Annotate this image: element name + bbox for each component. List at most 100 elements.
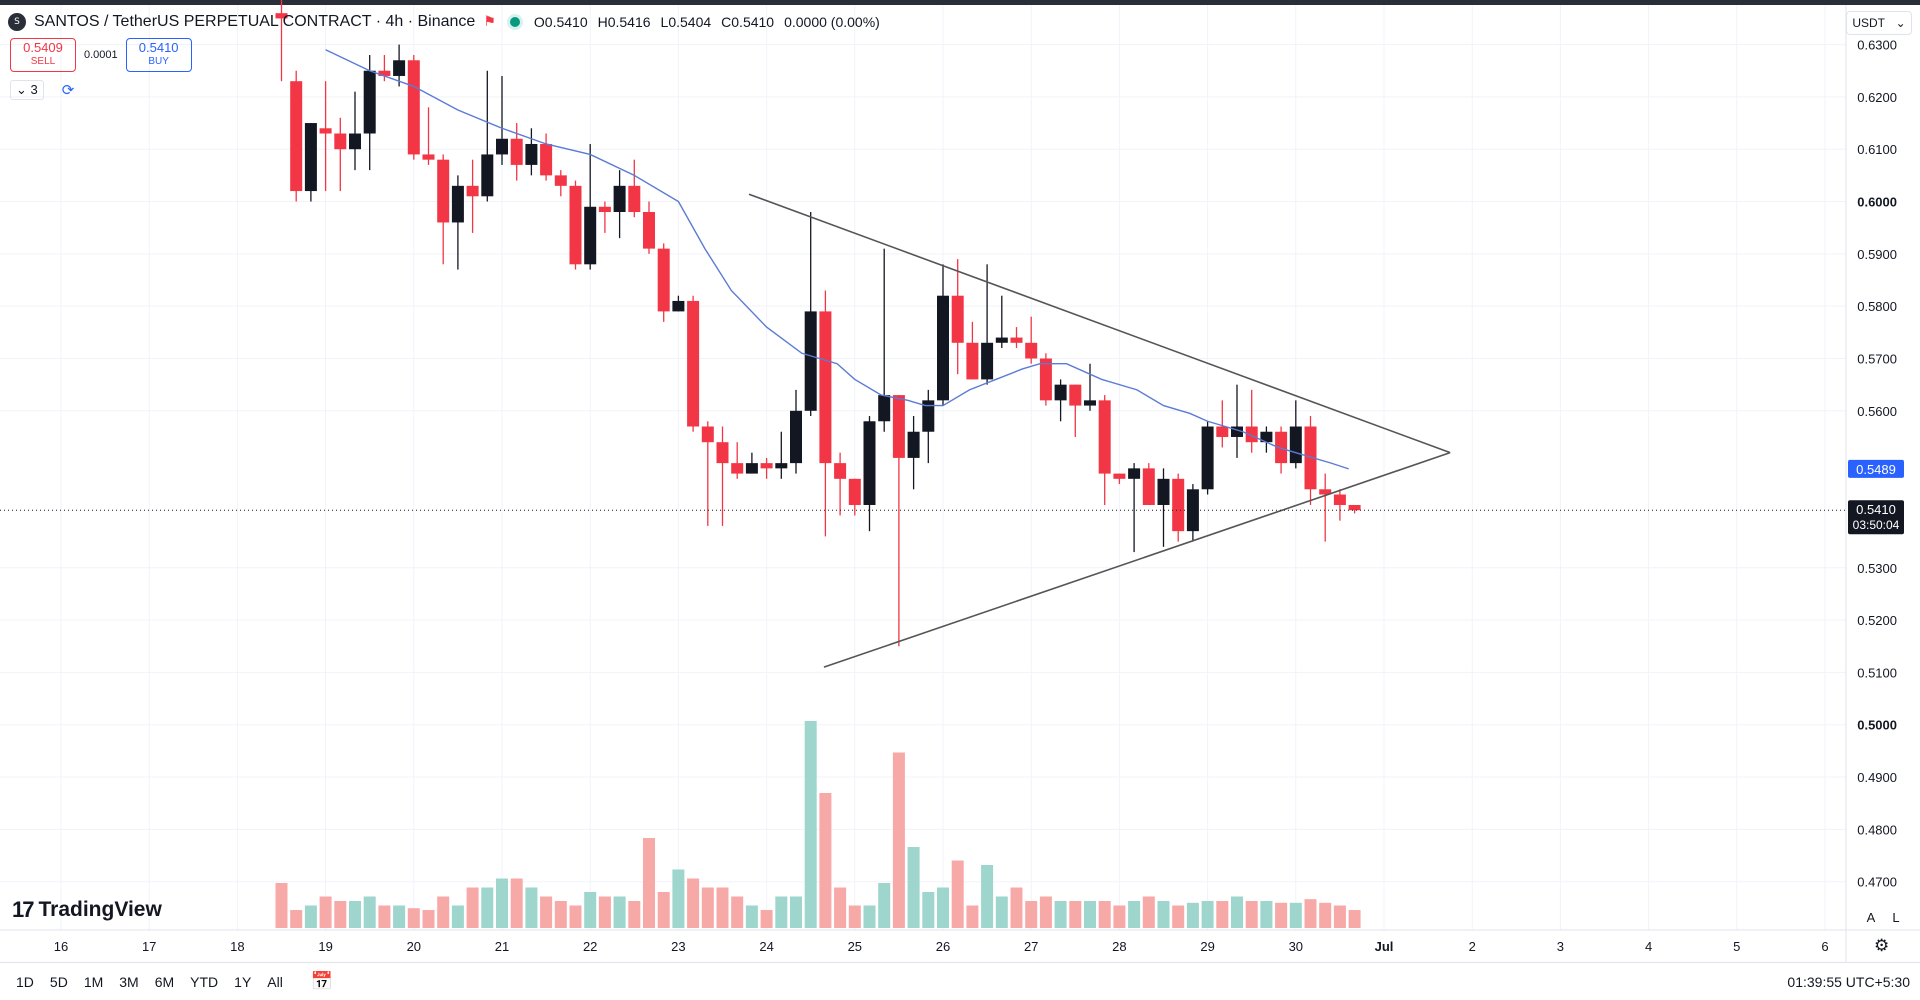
candle xyxy=(819,290,832,537)
volume-bar xyxy=(554,901,567,928)
auto-scale-button[interactable]: A xyxy=(1866,909,1876,925)
range-1d[interactable]: 1D xyxy=(16,973,34,990)
range-1m[interactable]: 1M xyxy=(83,973,104,990)
ema-line xyxy=(325,49,1349,470)
candle xyxy=(613,170,626,239)
time-tick-label: 25 xyxy=(848,939,862,954)
candle xyxy=(334,117,347,192)
price-tick-label: 0.6300 xyxy=(1857,38,1897,53)
volume-bar xyxy=(760,910,773,928)
candle-body xyxy=(598,206,611,212)
trendline-lower xyxy=(823,451,1451,668)
volume-bar xyxy=(584,892,597,928)
calendar-icon[interactable]: 📅 xyxy=(310,971,334,992)
candle-body xyxy=(304,123,317,192)
price-tick-label: 0.4800 xyxy=(1857,822,1897,837)
price-chart[interactable]: 0.6300 0.6200 0.6100 0.6000 0.5900 0.5800 0.57… xyxy=(0,0,1920,962)
volume-bar xyxy=(834,887,847,928)
candle-body xyxy=(804,311,817,411)
volume-bar xyxy=(1172,905,1185,928)
chevron-down-icon: ⌄ xyxy=(16,82,27,97)
currency-select[interactable]: USDT ⌄ xyxy=(1846,11,1912,35)
volume-bar xyxy=(1231,896,1243,928)
time-axis-labels: 16 17 18 19 20 21 22 23 24 25 26 27 28 29 30 Jul 2 3 4 5 6 xyxy=(54,939,1829,954)
candle-body xyxy=(1201,426,1214,490)
candle-body xyxy=(275,13,288,19)
last-price-tag xyxy=(1848,500,1904,535)
volume-bar xyxy=(1142,896,1155,928)
candle xyxy=(510,123,523,181)
candle-body xyxy=(496,138,508,155)
ohlc-change: 0.0000 (0.00%) xyxy=(784,14,880,30)
ohlc-high: H0.5416 xyxy=(597,14,651,30)
candle-body xyxy=(819,311,832,464)
tradingview-logo[interactable]: 17 TradingView xyxy=(12,897,162,923)
candle xyxy=(437,154,450,265)
indicator-count: 3 xyxy=(30,82,38,97)
ohlc-low: L0.5404 xyxy=(660,14,712,30)
volume-bar xyxy=(525,887,538,928)
candle-body xyxy=(1054,384,1067,401)
candle-body xyxy=(569,185,582,265)
candle-body xyxy=(613,185,626,212)
range-all[interactable]: All xyxy=(267,973,283,990)
candle-body xyxy=(922,400,935,432)
volume-bar xyxy=(1025,901,1038,928)
volume-series xyxy=(275,721,1361,928)
volume-bar xyxy=(275,883,288,928)
volume-bar xyxy=(672,869,685,928)
candle-body xyxy=(1069,384,1082,406)
candle-body xyxy=(525,143,538,165)
volume-bar xyxy=(716,887,729,928)
candle xyxy=(1333,489,1346,521)
price-tick-label: 0.4900 xyxy=(1857,770,1897,785)
price-tick-label: 0.5100 xyxy=(1857,665,1897,680)
price-tick-label: 0.5200 xyxy=(1857,613,1897,628)
candle-body xyxy=(775,463,788,469)
candle-body xyxy=(451,185,464,223)
range-1y[interactable]: 1Y xyxy=(234,973,252,990)
volume-bar xyxy=(304,905,317,928)
candle xyxy=(1245,389,1258,453)
volume-bar xyxy=(937,887,949,928)
settings-icon[interactable]: ⚙ xyxy=(1874,936,1890,956)
candle xyxy=(496,75,508,165)
tradingview-logo-icon: 17 xyxy=(12,897,35,922)
buy-button[interactable]: 0.5410 BUY xyxy=(125,38,192,72)
indicators-toggle[interactable]: ⌄ 3 xyxy=(10,80,44,100)
candle-body xyxy=(848,478,861,505)
price-tick-label: 0.4700 xyxy=(1857,875,1897,890)
utc-clock[interactable]: 01:39:55 UTC+5:30 xyxy=(1787,973,1910,990)
time-tick-label: 3 xyxy=(1557,939,1564,954)
log-scale-button[interactable]: L xyxy=(1892,909,1900,925)
range-5d[interactable]: 5D xyxy=(49,973,68,990)
candle-body xyxy=(363,70,376,134)
volume-bar xyxy=(1113,905,1126,928)
volume-bar xyxy=(1128,901,1141,928)
indicator-row: ⌄ 3 ⟳ xyxy=(10,80,74,100)
candle-body xyxy=(510,138,523,165)
range-3m[interactable]: 3M xyxy=(119,973,139,990)
candle-body xyxy=(1113,473,1126,479)
symbol-title[interactable]: SANTOS / TetherUS PERPETUAL CONTRACT · 4… xyxy=(34,13,476,30)
time-tick-label: 27 xyxy=(1024,939,1038,954)
sell-button[interactable]: 0.5409 SELL xyxy=(10,38,76,72)
candle xyxy=(643,201,655,254)
candle xyxy=(1084,363,1096,411)
candle xyxy=(598,201,611,233)
refresh-icon[interactable]: ⟳ xyxy=(61,81,75,99)
bottom-toolbar: 1D 5D 1M 3M 6M YTD 1Y All 📅 01:39:55 UTC… xyxy=(0,962,1920,1000)
volume-bar xyxy=(995,896,1008,928)
flag-icon[interactable]: ⚑ xyxy=(483,14,496,30)
candle-body xyxy=(687,300,700,427)
currency-label: USDT xyxy=(1852,16,1885,30)
candle-body xyxy=(1172,478,1185,532)
range-6m[interactable]: 6M xyxy=(154,973,175,990)
candle-body xyxy=(1245,426,1258,443)
candle xyxy=(304,123,317,202)
volume-bar xyxy=(540,896,553,928)
candle-body xyxy=(760,463,773,469)
volume-bar xyxy=(422,910,435,928)
range-ytd[interactable]: YTD xyxy=(190,973,219,990)
candle xyxy=(878,248,891,432)
